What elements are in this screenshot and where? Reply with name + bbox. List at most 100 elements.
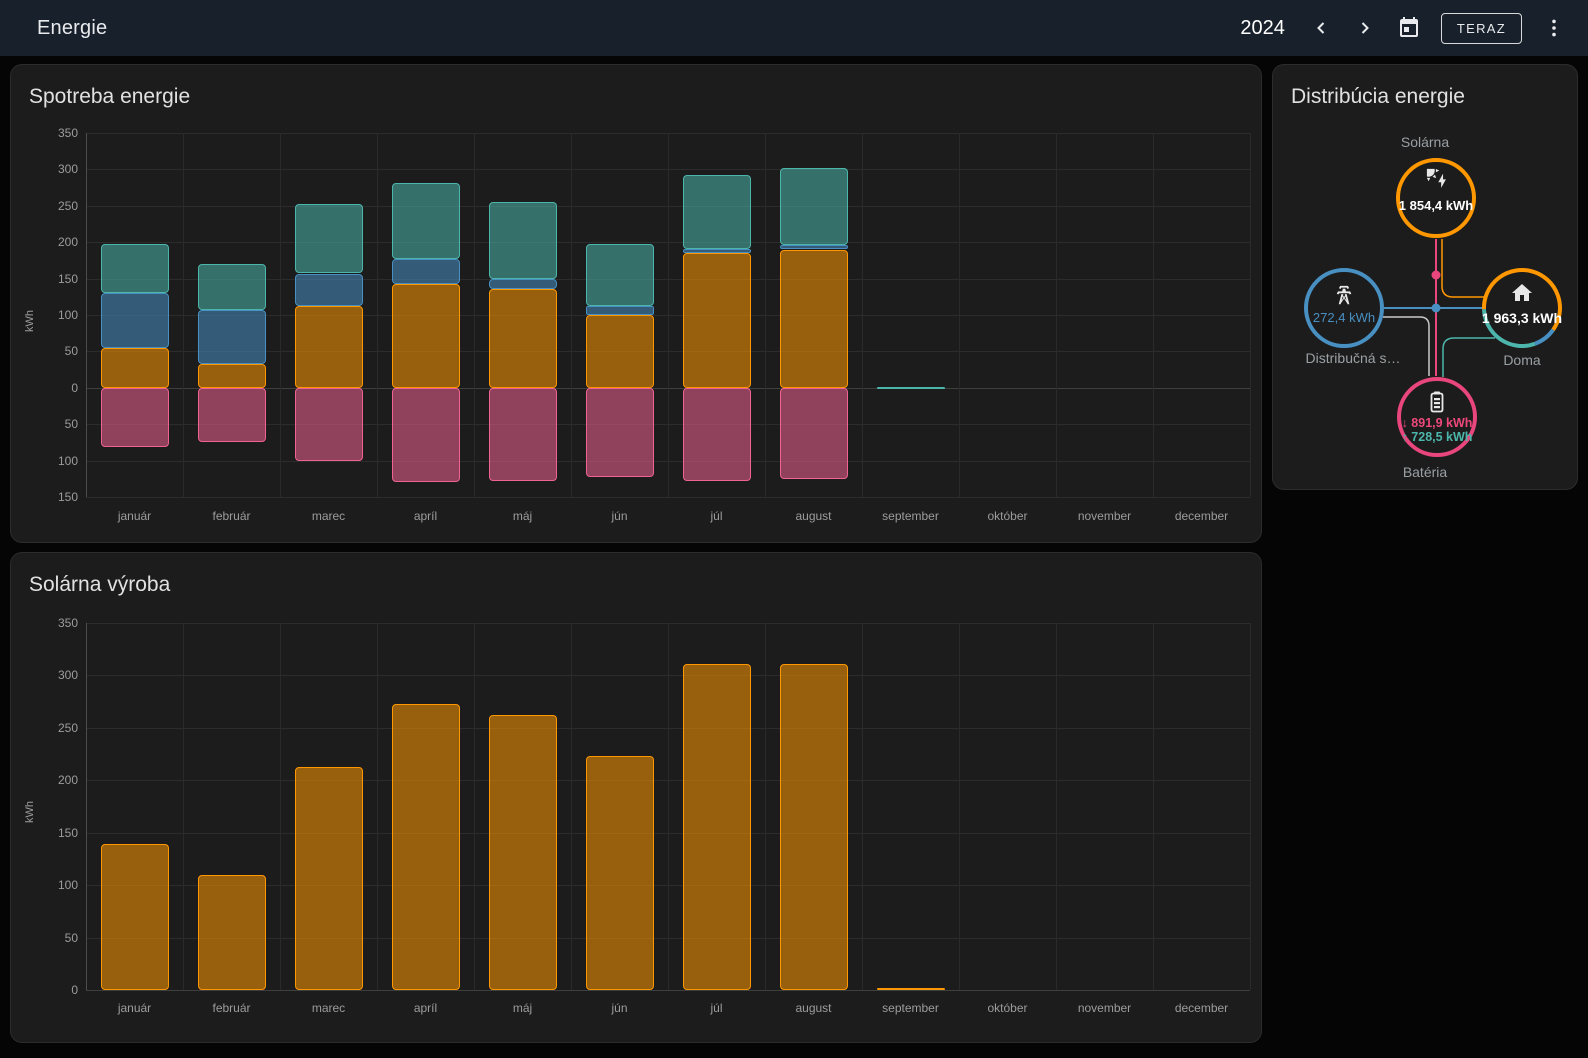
bar-segment-returned-to-grid[interactable] (197, 387, 266, 443)
solar-card-title: Solárna výroba (29, 573, 171, 596)
bar-segment-returned-to-grid[interactable] (682, 387, 751, 481)
bar-segment-solar-production[interactable] (488, 715, 557, 990)
month-label: september (882, 509, 939, 523)
month-label: marec (311, 1001, 346, 1015)
bar-segment-grid-consumed[interactable] (779, 245, 848, 250)
y-axis-tick-label: 200 (57, 235, 78, 250)
bar-segment-grid-consumed[interactable] (682, 248, 751, 254)
bar-segment-solar-production[interactable] (876, 987, 945, 990)
bar-segment-solar-production[interactable] (294, 766, 363, 990)
bar-segment-returned-to-grid[interactable] (585, 387, 654, 477)
bar-segment-solar-consumed[interactable] (391, 284, 460, 388)
gridline-vertical (377, 133, 378, 497)
page-title: Energie (37, 16, 108, 39)
bar-segment-battery-consumed[interactable] (876, 387, 945, 389)
solar-node-ring[interactable] (1396, 158, 1476, 238)
battery-in-arrow: ↓ (1401, 416, 1408, 430)
bar-segment-solar-consumed[interactable] (294, 305, 363, 388)
bar-segment-battery-consumed[interactable] (585, 243, 654, 306)
bar-segment-returned-to-grid[interactable] (779, 387, 848, 479)
bar-segment-returned-to-grid[interactable] (488, 387, 557, 481)
bar-segment-returned-to-grid[interactable] (100, 387, 169, 448)
distribution-card-title: Distribúcia energie (1291, 85, 1465, 108)
bar-segment-solar-production[interactable] (100, 844, 169, 990)
month-label: január (117, 509, 152, 523)
bar-segment-battery-consumed[interactable] (100, 243, 169, 294)
gridline-vertical (1056, 133, 1057, 497)
gridline-vertical (959, 133, 960, 497)
bar-segment-solar-production[interactable] (391, 703, 460, 990)
bar-segment-solar-production[interactable] (197, 874, 266, 990)
bar-segment-battery-consumed[interactable] (779, 167, 848, 246)
bar-segment-grid-consumed[interactable] (391, 258, 460, 285)
gridline-vertical (474, 623, 475, 990)
month-label: august (795, 509, 832, 523)
bar-segment-solar-consumed[interactable] (100, 347, 169, 388)
bar-segment-solar-consumed[interactable] (488, 288, 557, 388)
month-label: máj (512, 1001, 533, 1015)
bar-segment-solar-production[interactable] (779, 663, 848, 990)
bar-segment-solar-consumed[interactable] (585, 315, 654, 388)
gridline-vertical (183, 133, 184, 497)
battery-icon (1430, 391, 1444, 413)
gridline-vertical (280, 133, 281, 497)
bar-segment-solar-consumed[interactable] (779, 249, 848, 388)
battery-out-amount: 728,5 kWh (1411, 430, 1473, 444)
bar-segment-grid-consumed[interactable] (100, 293, 169, 348)
home-ring-grid-arc (1534, 328, 1555, 346)
bar-segment-solar-consumed[interactable] (682, 253, 751, 388)
home-node-value: 1 963,3 kWh (1481, 310, 1563, 326)
battery-node-ring[interactable] (1397, 377, 1477, 457)
next-period-button[interactable] (1343, 6, 1387, 50)
gridline-vertical (765, 623, 766, 990)
bar-segment-returned-to-grid[interactable] (294, 387, 363, 461)
bar-segment-battery-consumed[interactable] (294, 204, 363, 274)
bar-segment-grid-consumed[interactable] (294, 273, 363, 306)
month-label: február (212, 1001, 251, 1015)
month-label: október (987, 509, 1028, 523)
gridline-vertical (474, 133, 475, 497)
gridline-vertical (862, 623, 863, 990)
home-node-ring[interactable] (1481, 268, 1562, 348)
flow-line-solar-home (1441, 239, 1484, 298)
battery-node-values-wrap: ↓ 891,9 kWh ↑ 728,5 kWh (1397, 414, 1477, 444)
bar-segment-battery-consumed[interactable] (488, 202, 557, 279)
bar-segment-returned-to-grid[interactable] (391, 387, 460, 483)
month-label: september (882, 1001, 939, 1015)
consumption-chart: 150 100 50 0 50 100 150 200 250 300 350 kWh január fe… (11, 65, 1261, 542)
month-label: november (1077, 1001, 1132, 1015)
date-picker-button[interactable] (1387, 6, 1431, 50)
gridline-vertical (571, 133, 572, 497)
month-label: marec (311, 509, 346, 523)
bar-segment-battery-consumed[interactable] (682, 174, 751, 249)
battery-out-value: ↑ 728,5 kWh (1402, 430, 1473, 444)
now-button[interactable]: TERAZ (1440, 12, 1522, 44)
y-axis-unit-label: kWh (24, 310, 36, 332)
kebab-menu-icon (1552, 19, 1556, 37)
menu-button[interactable] (1532, 6, 1576, 50)
battery-out-arrow: ↑ (1401, 430, 1408, 444)
month-label: október (987, 1001, 1028, 1015)
y-axis-tick-label: 150 (57, 271, 78, 286)
bar-segment-grid-consumed[interactable] (488, 278, 557, 289)
bar-segment-battery-consumed[interactable] (391, 183, 460, 259)
bar-segment-battery-consumed[interactable] (197, 264, 266, 310)
y-axis-unit-label: kWh (24, 801, 36, 823)
y-axis-tick-label: 150 (57, 825, 78, 840)
gridline (86, 990, 1250, 991)
y-axis-tick-label: 50 (64, 344, 78, 359)
month-label: máj (512, 509, 533, 523)
month-label: august (795, 1001, 832, 1015)
bar-segment-solar-production[interactable] (682, 663, 751, 990)
home-ring-solar-arc (1481, 268, 1562, 331)
home-icon (1512, 284, 1532, 301)
previous-period-button[interactable] (1299, 6, 1343, 50)
grid-node-ring[interactable] (1304, 268, 1384, 348)
y-axis-line (86, 133, 87, 497)
month-label: november (1077, 509, 1132, 523)
bar-segment-grid-consumed[interactable] (585, 305, 654, 315)
bar-segment-solar-production[interactable] (585, 756, 654, 990)
solar-production-chart: 0 50 100 150 200 250 300 350 kWh január február mar… (11, 553, 1261, 1042)
bar-segment-solar-consumed[interactable] (197, 363, 266, 388)
bar-segment-grid-consumed[interactable] (197, 309, 266, 364)
